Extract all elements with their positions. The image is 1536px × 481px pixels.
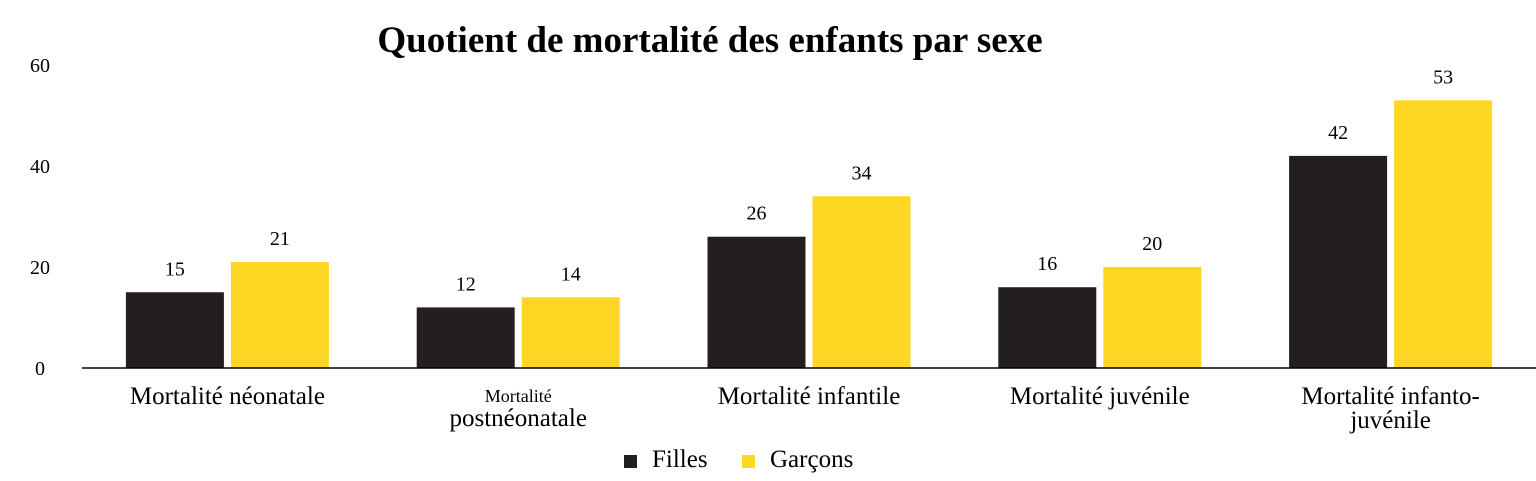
legend-swatch-garcons bbox=[742, 455, 755, 468]
y-tick-label: 40 bbox=[30, 156, 50, 178]
y-tick-label: 20 bbox=[30, 257, 50, 279]
legend: Filles Garçons bbox=[624, 446, 853, 473]
category-label: Mortalité infantile bbox=[718, 383, 901, 410]
bar-garcons bbox=[521, 297, 620, 368]
category-label: Mortalité bbox=[485, 386, 552, 406]
y-axis-ticks: 0 20 40 60 bbox=[30, 55, 50, 380]
category-label: Mortalité infanto- bbox=[1301, 383, 1479, 410]
bar-filles bbox=[707, 236, 806, 368]
bar-filles bbox=[125, 292, 224, 368]
bar-garcons bbox=[812, 196, 911, 368]
bar-filles bbox=[416, 307, 515, 368]
chart-title: Quotient de mortalité des enfants par se… bbox=[377, 20, 1042, 61]
category-label: postnéonatale bbox=[449, 405, 586, 432]
data-label: 15 bbox=[165, 258, 185, 280]
data-label: 21 bbox=[270, 228, 290, 250]
data-label: 26 bbox=[747, 203, 767, 225]
data-label: 12 bbox=[456, 273, 476, 295]
data-label: 34 bbox=[852, 162, 872, 184]
bar-garcons bbox=[230, 261, 329, 368]
category-label: Mortalité néonatale bbox=[130, 383, 325, 410]
bar-filles bbox=[998, 287, 1097, 368]
bar-garcons bbox=[1394, 100, 1493, 368]
data-label: 14 bbox=[561, 263, 581, 285]
bar-garcons bbox=[1103, 267, 1202, 368]
legend-label: Garçons bbox=[770, 446, 853, 473]
bar-filles bbox=[1289, 155, 1388, 368]
data-label: 42 bbox=[1328, 122, 1348, 144]
data-label: 20 bbox=[1142, 233, 1162, 255]
legend-swatch-filles bbox=[624, 455, 637, 468]
data-label: 16 bbox=[1037, 253, 1057, 275]
category-label: Mortalité juvénile bbox=[1010, 383, 1190, 410]
category-labels: Mortalité néonatale Mortalitépostnéonatal… bbox=[130, 383, 1480, 434]
data-labels: 15 21 12 14 26 34 16 20 42 53 bbox=[165, 66, 1453, 295]
y-tick-label: 60 bbox=[30, 55, 50, 77]
legend-label: Filles bbox=[652, 446, 708, 473]
category-label: juvénile bbox=[1349, 407, 1431, 434]
bars bbox=[125, 100, 1493, 368]
y-tick-label: 0 bbox=[35, 358, 45, 380]
data-label: 53 bbox=[1433, 66, 1453, 88]
